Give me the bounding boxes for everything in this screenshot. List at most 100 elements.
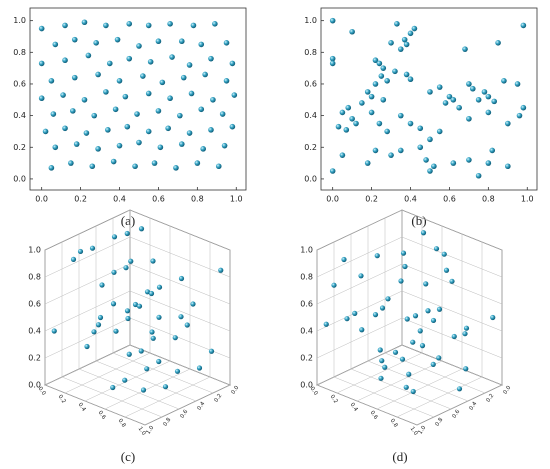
point bbox=[469, 85, 476, 92]
point bbox=[60, 92, 66, 98]
point bbox=[223, 78, 230, 84]
point bbox=[91, 329, 97, 335]
y-tick-label: 0.4 bbox=[77, 402, 87, 413]
point bbox=[520, 22, 527, 29]
y-tick-label: 0.6 bbox=[369, 410, 379, 421]
x-tick-label: 0.6 bbox=[451, 409, 461, 420]
point bbox=[148, 290, 155, 297]
floor bbox=[44, 344, 231, 426]
point bbox=[329, 60, 336, 67]
point bbox=[501, 78, 507, 84]
point bbox=[83, 130, 90, 136]
z-tick-label: 1.0 bbox=[300, 246, 313, 255]
x-grid-line bbox=[95, 360, 197, 402]
point bbox=[48, 165, 55, 171]
y-grid-line bbox=[104, 368, 191, 410]
point bbox=[417, 125, 424, 132]
point bbox=[359, 100, 365, 106]
point bbox=[38, 60, 45, 67]
point bbox=[159, 79, 166, 86]
point bbox=[128, 258, 134, 264]
point bbox=[514, 81, 521, 87]
point bbox=[377, 347, 383, 353]
point bbox=[156, 284, 163, 290]
point bbox=[412, 313, 419, 319]
z-grid-line bbox=[401, 263, 503, 305]
x-tick-label: 0.6 bbox=[179, 409, 189, 420]
y-grid-line bbox=[316, 344, 403, 386]
z-grid-line bbox=[129, 263, 231, 305]
point bbox=[140, 387, 147, 393]
point bbox=[103, 89, 109, 95]
point bbox=[156, 358, 162, 365]
point bbox=[466, 157, 472, 163]
point bbox=[384, 78, 390, 84]
x-tick-label: 0.0 bbox=[230, 385, 240, 396]
point bbox=[344, 316, 350, 322]
point bbox=[81, 19, 88, 26]
z-grid-line bbox=[44, 317, 131, 359]
point bbox=[48, 78, 55, 84]
y-tick-label: 0.2 bbox=[13, 143, 26, 152]
x-tick-label: 0.8 bbox=[191, 195, 204, 204]
point bbox=[442, 100, 449, 106]
point bbox=[124, 230, 130, 237]
subfigure-label: (a) bbox=[121, 213, 135, 228]
point bbox=[190, 301, 196, 307]
point bbox=[489, 147, 496, 154]
point bbox=[372, 312, 379, 318]
point bbox=[397, 112, 404, 119]
x-tick-label: 1.0 bbox=[417, 425, 427, 436]
point bbox=[223, 40, 230, 46]
point bbox=[463, 325, 470, 331]
z-tick-label: 0.4 bbox=[28, 327, 41, 336]
point bbox=[397, 46, 404, 52]
y-tick-label: 0.4 bbox=[349, 402, 359, 413]
z-grid-line bbox=[129, 317, 231, 359]
y-tick-label: 1.0 bbox=[13, 16, 26, 25]
y-tick-label: 1.0 bbox=[304, 16, 317, 25]
point bbox=[111, 269, 117, 275]
point bbox=[462, 331, 468, 337]
point bbox=[231, 92, 238, 98]
subfigure-label: (b) bbox=[411, 213, 426, 228]
z-grid-line bbox=[44, 290, 131, 332]
x-grid-line bbox=[333, 376, 435, 418]
point bbox=[490, 314, 496, 321]
z-tick-label: 0.2 bbox=[300, 354, 313, 363]
point bbox=[374, 253, 380, 259]
point bbox=[180, 74, 187, 81]
x-tick-label: 0.8 bbox=[434, 417, 444, 428]
z-tick-label: 0.2 bbox=[28, 354, 41, 363]
point bbox=[401, 36, 408, 43]
z-grid-line bbox=[316, 209, 403, 251]
z-grid-line bbox=[316, 236, 403, 278]
point bbox=[51, 328, 57, 334]
z-grid-line bbox=[401, 236, 503, 278]
point bbox=[196, 365, 203, 371]
point bbox=[411, 25, 418, 32]
z-tick-label: 0.0 bbox=[300, 381, 313, 390]
point bbox=[62, 57, 68, 64]
point bbox=[485, 93, 492, 100]
point bbox=[403, 71, 410, 78]
x-tick-label: 0.6 bbox=[152, 195, 165, 204]
point bbox=[50, 111, 57, 117]
y-tick-label: 0.0 bbox=[37, 386, 47, 397]
x-tick-label: 1.0 bbox=[521, 195, 534, 204]
y-tick-label: 0.8 bbox=[389, 418, 399, 429]
point bbox=[208, 127, 214, 133]
point bbox=[157, 144, 164, 151]
point bbox=[417, 328, 423, 334]
point bbox=[392, 349, 399, 355]
point bbox=[52, 41, 59, 48]
point bbox=[425, 308, 431, 314]
point bbox=[423, 157, 429, 163]
point bbox=[70, 108, 76, 114]
point bbox=[173, 165, 179, 171]
y-tick-label: 0.8 bbox=[117, 418, 127, 429]
x-tick-label: 0.0 bbox=[502, 385, 512, 396]
point bbox=[221, 142, 228, 149]
point bbox=[212, 21, 218, 27]
point bbox=[378, 375, 384, 381]
